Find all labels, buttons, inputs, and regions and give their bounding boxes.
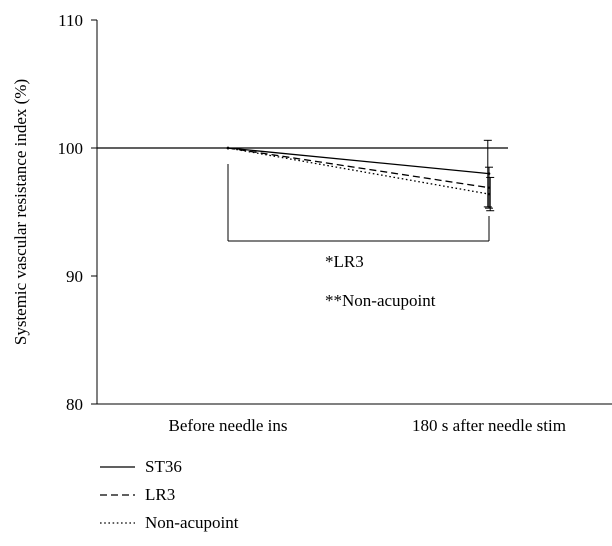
- x-tick-label: 180 s after needle stim: [412, 416, 566, 435]
- significance-annotation: *LR3: [325, 252, 364, 271]
- data-point: [487, 186, 491, 189]
- legend-label: Non-acupoint: [145, 513, 239, 532]
- y-tick-label: 110: [58, 11, 83, 30]
- series-non-acupoint: [226, 146, 495, 212]
- data-point: [226, 146, 230, 150]
- y-tick-label: 80: [66, 395, 83, 414]
- x-tick-label: Before needle ins: [169, 416, 288, 435]
- series-group: [226, 139, 495, 212]
- annotation-group: *LR3 **Non-acupoint: [325, 252, 436, 310]
- axes: 80 90 100 110 Before needle ins 180 s after n…: [11, 11, 612, 435]
- series-line: [227, 147, 490, 175]
- series-line: [227, 147, 490, 195]
- legend: ST36 LR3 Non-acupoint: [100, 457, 239, 532]
- significance-bracket-group: [227, 164, 490, 242]
- legend-label: LR3: [145, 485, 175, 504]
- series-line: [227, 147, 490, 189]
- y-tick-label: 90: [66, 267, 83, 286]
- legend-label: ST36: [145, 457, 182, 476]
- series-st36: [226, 139, 492, 208]
- y-tick-label: 100: [58, 139, 84, 158]
- y-axis-label: Systemic vascular resistance index (%): [11, 79, 30, 345]
- series-lr3: [226, 146, 493, 209]
- significance-annotation: **Non-acupoint: [325, 291, 436, 310]
- data-point: [487, 192, 491, 196]
